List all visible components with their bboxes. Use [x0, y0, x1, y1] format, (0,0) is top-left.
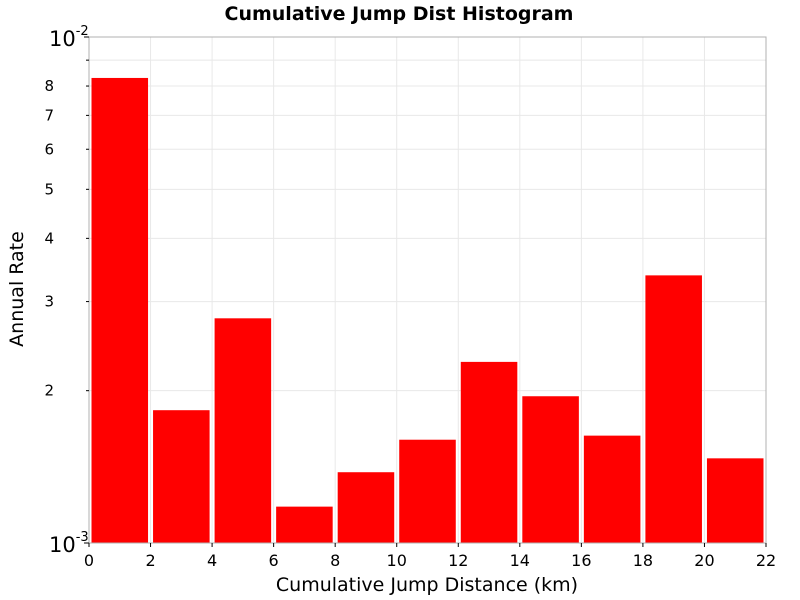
x-tick-label: 18 — [633, 551, 653, 570]
x-tick-label: 10 — [387, 551, 407, 570]
x-tick-label: 20 — [694, 551, 714, 570]
histogram-bar — [153, 410, 210, 543]
histogram-bar — [337, 472, 395, 543]
x-tick-label: 22 — [756, 551, 776, 570]
y-decade-label: 10-3 — [49, 530, 89, 557]
x-tick-label: 16 — [571, 551, 591, 570]
histogram-bar — [583, 435, 641, 543]
x-tick-label: 8 — [330, 551, 340, 570]
y-tick-label: 3 — [44, 293, 54, 311]
chart-title: Cumulative Jump Dist Histogram — [225, 3, 574, 25]
histogram-bar — [460, 361, 518, 543]
x-tick-label: 14 — [510, 551, 530, 570]
x-axis-ticks: 0 2 4 6 8 10 12 14 16 18 20 22 — [84, 543, 776, 570]
y-tick-label: 5 — [44, 180, 54, 198]
histogram-bar — [214, 318, 272, 543]
y-decade-label: 10-2 — [49, 24, 89, 51]
histogram-bar — [522, 396, 579, 543]
y-tick-label: 6 — [44, 140, 54, 158]
y-axis-label: Annual Rate — [6, 231, 28, 347]
grid-lines — [89, 37, 766, 543]
y-tick-label: 2 — [44, 382, 54, 400]
x-tick-label: 2 — [145, 551, 155, 570]
x-axis-label: Cumulative Jump Distance (km) — [276, 574, 578, 596]
y-axis-ticks: 2 3 4 5 6 7 8 10-2 10-3 — [44, 24, 89, 557]
y-tick-label: 7 — [44, 106, 54, 124]
histogram-bar — [706, 458, 764, 543]
x-tick-label: 4 — [207, 551, 217, 570]
x-tick-label: 6 — [269, 551, 279, 570]
bars — [91, 77, 764, 544]
x-tick-label: 12 — [448, 551, 468, 570]
x-tick-label: 0 — [84, 551, 94, 570]
y-tick-label: 4 — [44, 229, 54, 247]
histogram-bar — [399, 439, 456, 543]
plot-area-frame — [88, 36, 767, 544]
histogram-bar — [276, 506, 333, 543]
histogram-bar — [91, 77, 149, 544]
histogram-bar — [645, 275, 702, 543]
y-tick-label: 8 — [44, 77, 54, 95]
